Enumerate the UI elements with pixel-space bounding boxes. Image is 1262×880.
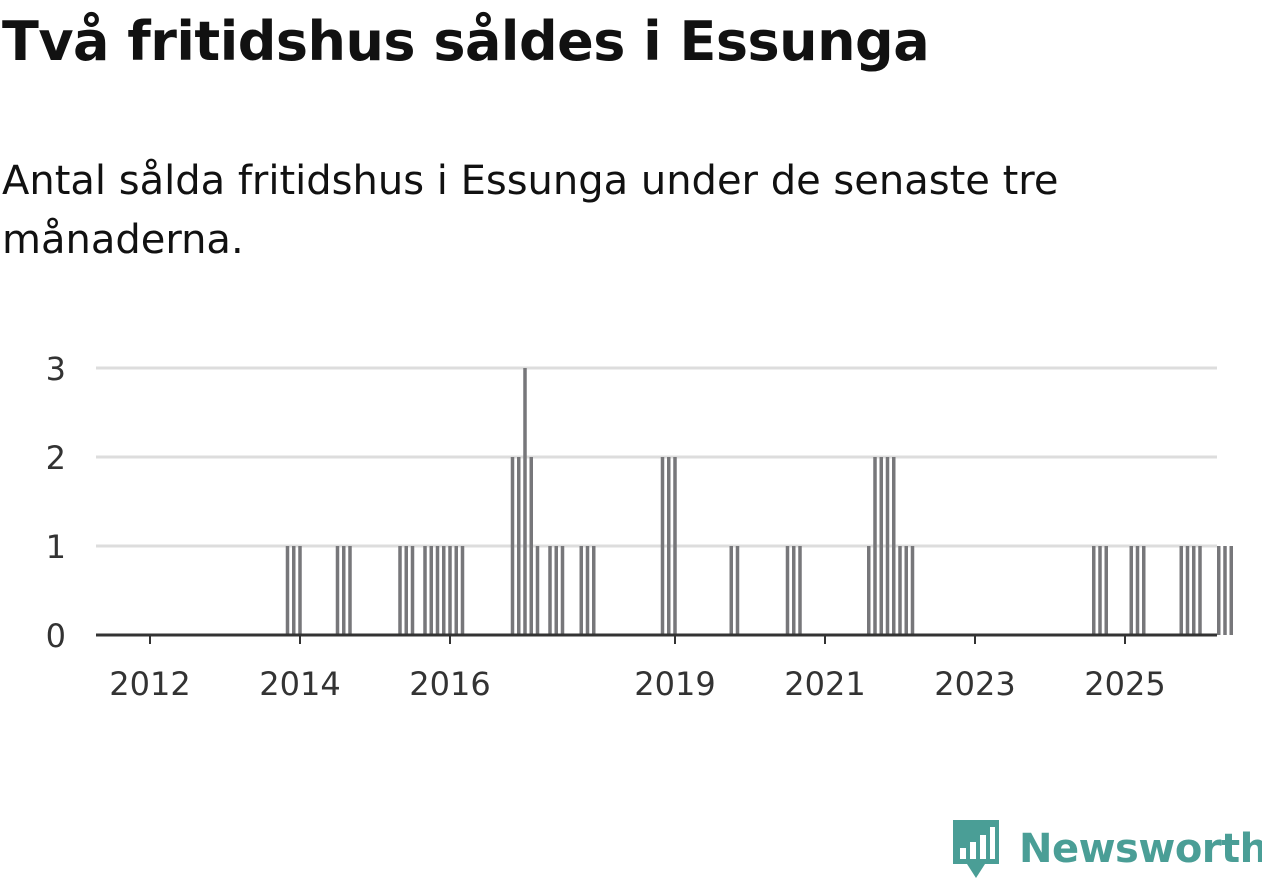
x-tick-label: 2012 bbox=[109, 665, 190, 703]
bar bbox=[429, 546, 433, 635]
bar bbox=[1104, 546, 1108, 635]
bar bbox=[673, 457, 677, 635]
bar bbox=[579, 546, 583, 635]
bar bbox=[348, 546, 352, 635]
page-subtitle: Antal sålda fritidshus i Essunga under d… bbox=[2, 158, 1059, 263]
bars bbox=[285, 368, 1233, 635]
bar bbox=[404, 546, 408, 635]
bar bbox=[510, 457, 515, 635]
bar bbox=[535, 546, 540, 635]
bar bbox=[1179, 546, 1183, 635]
x-tick-label: 2019 bbox=[634, 665, 715, 703]
bar bbox=[1185, 546, 1190, 635]
bar bbox=[442, 546, 446, 635]
brand-name: Newsworthy bbox=[1019, 826, 1262, 872]
x-tick-label: 2016 bbox=[409, 665, 490, 703]
bar bbox=[1142, 546, 1146, 635]
bar bbox=[898, 546, 902, 635]
bar bbox=[904, 546, 908, 635]
bar bbox=[335, 546, 340, 635]
bar bbox=[1098, 546, 1102, 635]
newsworthy-logo: Newsworthy bbox=[951, 818, 1262, 880]
bar bbox=[298, 546, 302, 635]
x-tick-label: 2014 bbox=[259, 665, 340, 703]
bar bbox=[560, 546, 565, 635]
bar bbox=[785, 546, 790, 635]
bar bbox=[523, 368, 527, 635]
bar bbox=[798, 546, 802, 635]
x-tick-label: 2021 bbox=[784, 665, 865, 703]
bar bbox=[585, 546, 590, 635]
x-axis-ticks: 2012 2014 2016 2019 2021 2023 2025 bbox=[109, 635, 1166, 703]
bar bbox=[1223, 546, 1227, 635]
bar bbox=[554, 546, 558, 635]
bar bbox=[460, 546, 465, 635]
bar bbox=[529, 457, 533, 635]
bar bbox=[1092, 546, 1096, 635]
bar bbox=[873, 457, 877, 635]
bar bbox=[892, 457, 896, 635]
bar bbox=[435, 546, 440, 635]
bar bbox=[1198, 546, 1202, 635]
bar-chart-badge-icon bbox=[953, 820, 999, 878]
bar-chart: 0 1 2 3 2012 2014 2016 2019 2021 2023 2025 2 bbox=[46, 350, 1233, 703]
bar bbox=[1135, 546, 1140, 635]
bar bbox=[285, 546, 290, 635]
bar bbox=[398, 546, 402, 635]
bar bbox=[910, 546, 915, 635]
bar bbox=[517, 457, 521, 635]
bar bbox=[1129, 546, 1133, 635]
bar bbox=[292, 546, 296, 635]
bar bbox=[735, 546, 740, 635]
bar bbox=[1217, 546, 1221, 635]
bar bbox=[867, 546, 871, 635]
y-tick-label: 2 bbox=[46, 439, 66, 477]
y-tick-label: 1 bbox=[46, 528, 66, 566]
x-tick-label: 2025 bbox=[1084, 665, 1165, 703]
bar bbox=[548, 546, 552, 635]
bar bbox=[879, 457, 883, 635]
bar bbox=[592, 546, 596, 635]
bar bbox=[660, 457, 665, 635]
bar bbox=[885, 457, 890, 635]
bar bbox=[1192, 546, 1196, 635]
bar bbox=[792, 546, 796, 635]
bar bbox=[1229, 546, 1233, 635]
bar bbox=[454, 546, 458, 635]
bar bbox=[448, 546, 452, 635]
bar bbox=[423, 546, 427, 635]
bar bbox=[667, 457, 671, 635]
bar bbox=[342, 546, 346, 635]
y-tick-label: 0 bbox=[46, 617, 66, 655]
bar bbox=[729, 546, 733, 635]
y-axis-ticks: 0 1 2 3 bbox=[46, 350, 66, 655]
page-title: Två fritidshus såldes i Essunga bbox=[2, 10, 930, 73]
bar bbox=[410, 546, 415, 635]
gridlines bbox=[96, 366, 1217, 548]
x-tick-label: 2023 bbox=[934, 665, 1015, 703]
y-tick-label: 3 bbox=[46, 350, 66, 388]
